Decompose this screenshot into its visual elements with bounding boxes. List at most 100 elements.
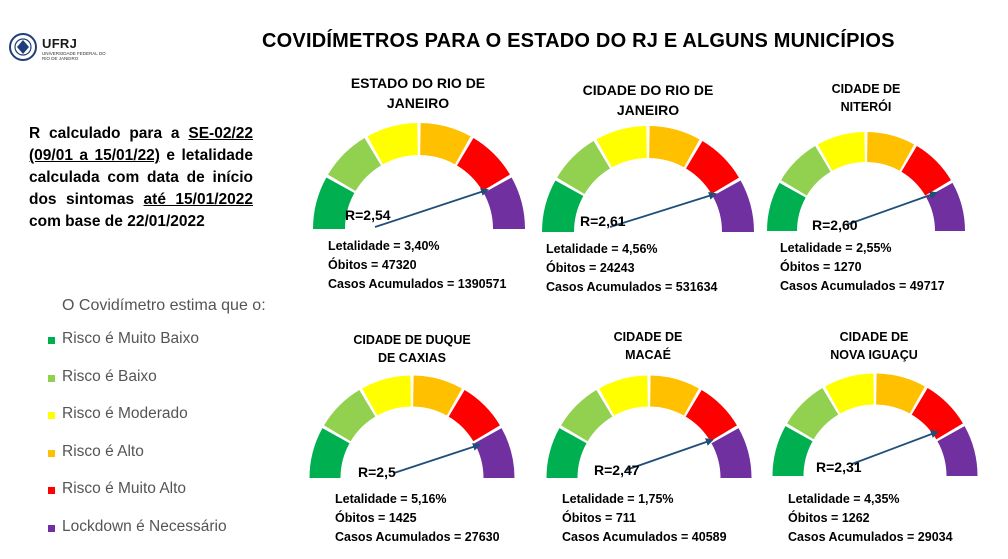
gauge-title: ESTADO DO RIO DE JANEIRO — [318, 73, 518, 113]
gauge-segment — [712, 180, 754, 232]
gauge-segment — [328, 138, 381, 191]
gauge-segment — [817, 132, 865, 171]
legend-swatch — [48, 524, 55, 532]
gauge-1 — [542, 126, 754, 232]
gauge-title-line1: ESTADO DO RIO DE — [350, 75, 486, 91]
gauge-segment — [420, 123, 471, 165]
gauge-r-value: R=2,5 — [358, 464, 396, 480]
logo-text: UFRJ — [42, 36, 78, 51]
stat-casos: Casos Acumulados = 531634 — [546, 280, 718, 294]
gauge-segment — [367, 123, 418, 165]
gauge-segment — [596, 126, 647, 168]
gauge-segment — [457, 138, 510, 191]
stat-letalidade: Letalidade = 4,56% — [546, 242, 658, 256]
note-period: (09/01 a 15/01/22) — [29, 147, 160, 164]
gauge-segment — [650, 375, 699, 416]
gauge-title-line2: MACAÉ — [625, 348, 671, 362]
gauge-segment — [362, 375, 411, 416]
gauge-segment — [542, 180, 584, 232]
gauge-title-line1: CIDADE DO RIO DE — [582, 82, 714, 98]
gauge-r-value: R=2,47 — [594, 462, 640, 478]
gauge-segment — [772, 426, 813, 476]
gauge-segment — [448, 390, 500, 442]
legend-label: Risco é Moderado — [62, 405, 188, 422]
gauge-2 — [767, 132, 965, 231]
legend-label: Risco é Alto — [62, 442, 144, 460]
stat-letalidade: Letalidade = 1,75% — [562, 492, 674, 506]
note-ate: até 15/01/2022 — [143, 191, 253, 208]
gauge-segment — [557, 141, 610, 194]
gauge-segment — [781, 146, 831, 196]
gauge-segment — [309, 428, 350, 478]
stat-letalidade: Letalidade = 3,40% — [328, 239, 440, 253]
gauge-r-value: R=2,54 — [345, 207, 391, 223]
ufrj-logo: UFRJ UNIVERSIDADE FEDERAL DO RIO DE JANE… — [8, 30, 128, 66]
gauge-segment — [685, 390, 737, 442]
gauge-segment — [867, 132, 915, 171]
stat-letalidade: Letalidade = 4,35% — [788, 492, 900, 506]
gauge-segment — [911, 388, 963, 440]
gauge-stats: Letalidade = 5,16% Óbitos = 1425 Casos Acu… — [335, 490, 500, 547]
logo-subtext: UNIVERSIDADE FEDERAL DO RIO DE JANEIRO — [42, 51, 106, 61]
stat-obitos: Óbitos = 24243 — [546, 261, 635, 275]
gauge-title: CIDADE DE NITERÓI — [766, 80, 966, 116]
note-part1: R calculado para a — [29, 125, 189, 142]
stat-casos: Casos Acumulados = 49717 — [780, 279, 945, 293]
legend-swatch — [48, 487, 55, 494]
gauge-pointer-arrow — [393, 443, 481, 474]
gauge-title-line2: NOVA IGUAÇU — [830, 348, 918, 362]
stat-casos: Casos Acumulados = 1390571 — [328, 277, 507, 291]
stat-obitos: Óbitos = 47320 — [328, 258, 417, 272]
gauge-stats: Letalidade = 3,40% Óbitos = 47320 Casos Ac… — [328, 237, 506, 294]
gauge-title: CIDADE DE DUQUE DE CAXIAS — [312, 331, 512, 367]
legend-label: Risco é Baixo — [62, 367, 157, 385]
ufrj-seal-icon — [9, 33, 37, 61]
gauge-segment — [686, 141, 739, 194]
legend-label: Risco é Muito Alto — [62, 480, 187, 497]
gauge-r-value: R=2,31 — [816, 459, 862, 475]
gauge-segment — [937, 426, 978, 476]
methodology-note: R calculado para a SE-02/22 (09/01 a 15/… — [29, 123, 253, 233]
gauge-segment — [825, 373, 874, 414]
legend-label: Risco é Muito Baixo — [62, 330, 199, 347]
gauge-segment — [711, 428, 752, 478]
page-title: COVIDÍMETROS PARA O ESTADO DO RJ E ALGUN… — [262, 30, 895, 52]
gauge-title-line2: JANEIRO — [386, 95, 450, 111]
gauge-segment — [649, 126, 700, 168]
gauge-stats: Letalidade = 4,35% Óbitos = 1262 Casos Acu… — [788, 490, 953, 547]
gauge-title: CIDADE DO RIO DE JANEIRO — [548, 80, 748, 120]
stat-obitos: Óbitos = 1262 — [788, 511, 870, 525]
gauge-segment — [787, 388, 839, 440]
gauge-segment — [324, 390, 376, 442]
stat-letalidade: Letalidade = 2,55% — [780, 241, 892, 255]
gauge-stats: Letalidade = 2,55% Óbitos = 1270 Casos Acu… — [780, 239, 945, 296]
gauge-pointer-arrow — [851, 430, 939, 465]
legend-swatch — [48, 337, 55, 344]
stat-casos: Casos Acumulados = 27630 — [335, 530, 500, 544]
gauge-title-line2: DE CAXIAS — [377, 351, 447, 365]
gauge-segment — [926, 182, 965, 231]
note-part3: com base de 22/01/2022 — [29, 213, 205, 230]
stat-casos: Casos Acumulados = 40589 — [562, 530, 727, 544]
gauge-title-line2: JANEIRO — [616, 102, 680, 118]
stat-letalidade: Letalidade = 5,16% — [335, 492, 447, 506]
note-se: SE-02/22 — [188, 125, 253, 142]
gauge-title: CIDADE DE NOVA IGUAÇU — [774, 328, 974, 364]
gauge-5 — [772, 373, 978, 476]
gauge-pointer-arrow — [845, 191, 938, 226]
legend-swatch — [48, 374, 55, 382]
gauge-3 — [309, 375, 515, 478]
legend-swatch — [48, 412, 55, 419]
gauge-title-line1: CIDADE DE — [831, 82, 901, 96]
legend-intro: O Covidímetro estima que o: — [62, 297, 266, 314]
gauge-segment — [483, 177, 525, 229]
gauge-segment — [599, 375, 648, 416]
gauge-segment — [767, 182, 806, 231]
gauge-segment — [561, 390, 613, 442]
gauge-title-line1: CIDADE DE — [839, 330, 909, 344]
stat-obitos: Óbitos = 1425 — [335, 511, 417, 525]
stat-obitos: Óbitos = 1270 — [780, 260, 862, 274]
note-part2: e letalidade calculada com data de iníci… — [29, 147, 253, 208]
gauge-segment — [413, 375, 462, 416]
gauge-stats: Letalidade = 1,75% Óbitos = 711 Casos Acum… — [562, 490, 727, 547]
